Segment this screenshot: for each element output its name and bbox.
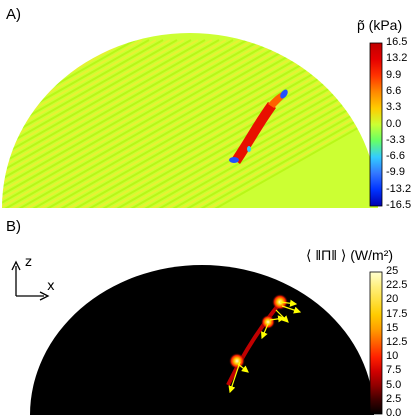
- panel-a-stripe: [156, 39, 378, 208]
- panel-a-stripe: [2, 39, 234, 208]
- panel-a-stripe: [2, 39, 206, 208]
- panel-a-negative-spot-3: [247, 146, 251, 152]
- panel-a-stripe: [2, 39, 150, 208]
- panel-a-stripe: [2, 39, 178, 208]
- panel-a-stripe: [2, 39, 213, 208]
- panel-a-label: A): [6, 6, 21, 23]
- panel-a-stripe: [2, 39, 227, 208]
- panel-a-stripe: [2, 39, 199, 208]
- panel-a-stripe: [44, 39, 346, 208]
- panel-a-colorbar-tick: -6.6: [386, 150, 405, 163]
- panel-a-stripe: [30, 39, 332, 208]
- panel-a-stripe: [9, 39, 311, 208]
- axis-z-label: z: [25, 255, 32, 270]
- panel-a-colorbar-title: p̃ (kPa): [357, 17, 403, 33]
- panel-a-stripe: [198, 39, 378, 208]
- energy-flux-arrow: [261, 323, 269, 340]
- panel-a-colorbar-tick: -13.2: [386, 182, 412, 195]
- panel-a-colorbar-tick: 0.0: [386, 117, 402, 130]
- panel-a-colorbar-tick: -16.5: [386, 199, 412, 211]
- panel-a-stripe: [170, 39, 378, 208]
- energy-flux-arrow: [279, 299, 298, 307]
- panel-b-colorbar-tick: 7.5: [386, 364, 402, 377]
- panel-a-stripe: [163, 39, 378, 208]
- panel-a-stripe: [2, 39, 248, 208]
- panel-a-stripe: [2, 39, 304, 208]
- panel-a-colorbar-tick: 3.3: [386, 101, 402, 114]
- panel-a-negative-spot-1: [280, 89, 288, 99]
- panel-a-colorbar-tick: -3.3: [386, 133, 405, 146]
- panel-a-stripe: [2, 39, 129, 208]
- panel-b-colorbar-tick: 12.5: [386, 336, 408, 348]
- panel-a-negative-spot-2: [229, 157, 239, 163]
- panel-a-stripe: [16, 39, 318, 208]
- energy-flux-arrow: [237, 363, 249, 373]
- panel-b-label: B): [6, 218, 21, 235]
- panel-a-stripe: [2, 39, 283, 208]
- panel-a-colorbar-tick: -9.9: [386, 166, 405, 179]
- panel-b-colorbar-tick: 20: [386, 293, 399, 306]
- panel-b-colorbar-tick: 15: [386, 321, 399, 334]
- panel-a-stripe: [51, 39, 353, 208]
- panel-b-colorbar-tick: 2.5: [386, 392, 402, 405]
- energy-flux-arrow: [275, 309, 289, 323]
- panel-a-colorbar: [369, 42, 383, 207]
- panel-a-stripe: [2, 39, 241, 208]
- energy-flux-arrow: [228, 361, 241, 394]
- panel-a-colorbar-tick: 9.9: [386, 68, 402, 81]
- panel-a-stripe: [149, 39, 378, 208]
- panel-a-stripe: [2, 39, 136, 208]
- axes-indicator: z x: [11, 255, 55, 301]
- panel-b-background: [30, 265, 374, 415]
- panel-a-stripe: [2, 39, 185, 208]
- hotspot-low: [229, 353, 245, 369]
- panel-a-map: [2, 33, 378, 208]
- panel-a-stripe: [191, 39, 378, 208]
- hotspot-mid: [261, 315, 275, 329]
- panel-a-stripe: [2, 39, 143, 208]
- panel-a-stripe: [135, 39, 378, 208]
- panel-a-colorbar-tick: 16.5: [386, 36, 408, 48]
- panel-a-stripe: [23, 39, 325, 208]
- panel-a-stripe: [2, 39, 297, 208]
- panel-a-stripe: [2, 39, 276, 208]
- panel-b-colorbar-tick: 0.0: [386, 407, 402, 419]
- panel-a-stripe: [184, 39, 378, 208]
- axis-x-label: x: [47, 279, 55, 294]
- panel-a-colorbar-tick: 6.6: [386, 84, 402, 97]
- panel-a-stripe: [2, 39, 269, 208]
- panel-b-colorbar-title: ⟨ ‖Π‖ ⟩ (W/m²): [306, 247, 394, 263]
- panel-b-map: [30, 265, 374, 415]
- panel-a-stripe: [2, 39, 262, 208]
- panel-a-stripe: [177, 39, 378, 208]
- panel-b-energy-arrows: [228, 299, 302, 394]
- panel-a-colorbar-tick: 13.2: [386, 52, 408, 65]
- panel-a-stripe: [128, 39, 378, 208]
- energy-flux-arrow: [281, 305, 302, 314]
- panel-b-colorbar-tick: 5.0: [386, 378, 402, 391]
- panel-a-stripe: [37, 39, 339, 208]
- panel-b-colorbar: [369, 271, 383, 415]
- panel-a-stripe: [142, 39, 378, 208]
- panel-b-colorbar-tick: 22.5: [386, 279, 408, 292]
- panel-a-stripe: [2, 39, 192, 208]
- panel-b-colorbar-tick: 17.5: [386, 307, 408, 320]
- panel-a-stripe: [2, 39, 290, 208]
- panel-a-positive-band: [232, 102, 276, 164]
- panel-b-colorbar-tick: 10: [386, 350, 399, 363]
- panel-b-colorbar-tick: 25: [386, 265, 399, 277]
- panel-a-stripe: [2, 39, 220, 208]
